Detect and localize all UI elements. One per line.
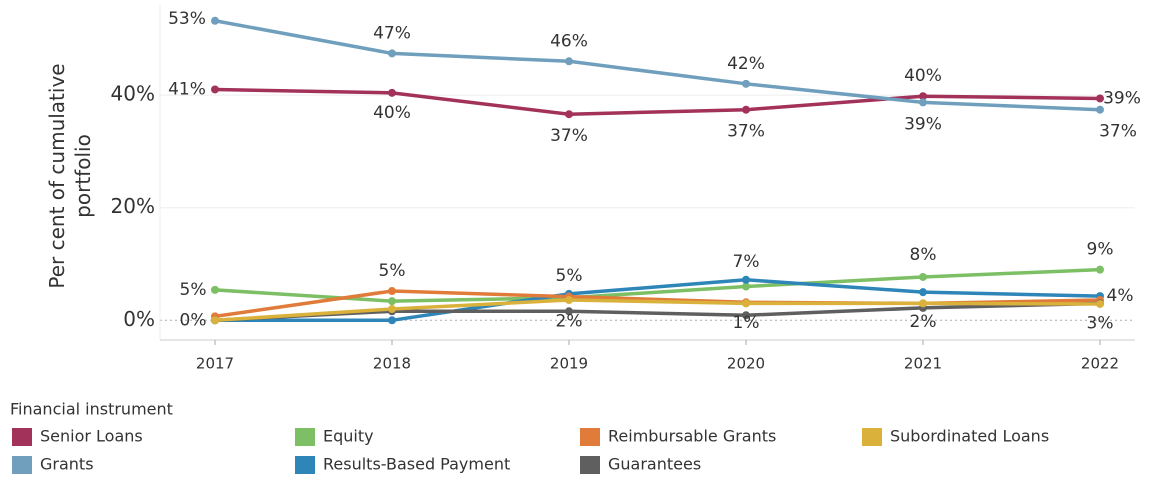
x-tick-label: 2017	[196, 355, 234, 373]
legend-label: Subordinated Loans	[890, 427, 1049, 446]
point	[211, 316, 219, 325]
point	[388, 88, 396, 97]
legend-label: Guarantees	[608, 455, 701, 474]
series-line	[214, 298, 1101, 323]
value-label: 39%	[1103, 88, 1141, 108]
point	[742, 105, 750, 114]
point	[742, 275, 750, 284]
point	[388, 297, 396, 306]
series-line	[214, 19, 1101, 112]
point	[388, 49, 396, 58]
value-label: 46%	[550, 31, 588, 51]
point	[211, 16, 219, 25]
value-label: 37%	[727, 122, 765, 142]
value-label: 37%	[1099, 122, 1137, 142]
point	[919, 272, 927, 281]
value-label: 40%	[373, 103, 411, 123]
series-line	[214, 87, 1101, 116]
value-label: 9%	[1087, 240, 1114, 260]
point	[1096, 105, 1104, 114]
x-tick-label: 2022	[1081, 355, 1119, 373]
point	[211, 85, 219, 94]
legend-swatch	[295, 456, 315, 474]
value-label: 7%	[733, 252, 760, 272]
point	[1096, 299, 1104, 308]
value-label: 3%	[1087, 313, 1114, 333]
point	[388, 316, 396, 325]
point	[919, 98, 927, 107]
series-line	[214, 301, 1101, 323]
point	[388, 305, 396, 314]
value-label: 39%	[904, 114, 942, 134]
y-tick-label: 20%	[111, 194, 155, 218]
x-tick-label: 2021	[904, 355, 942, 373]
value-label: 40%	[904, 66, 942, 86]
legend-swatch	[12, 428, 32, 446]
series	[211, 16, 1104, 114]
value-label: 2%	[910, 312, 937, 332]
x-tick-label: 2019	[550, 355, 588, 373]
point	[565, 57, 573, 66]
legend-swatch	[580, 428, 600, 446]
series	[211, 265, 1104, 306]
value-label: 2%	[556, 311, 583, 331]
legend-label: Senior Loans	[40, 427, 143, 446]
point	[742, 282, 750, 291]
point	[388, 287, 396, 296]
value-label: 47%	[373, 23, 411, 43]
point	[211, 285, 219, 294]
value-label: 8%	[910, 245, 937, 265]
point	[1096, 94, 1104, 103]
point	[742, 311, 750, 320]
value-label: 37%	[550, 126, 588, 146]
legend-label: Grants	[40, 455, 94, 474]
value-label: 0%	[180, 310, 207, 330]
y-tick-label: 40%	[111, 82, 155, 106]
point	[742, 79, 750, 88]
series-line	[215, 278, 1101, 323]
point	[565, 296, 573, 305]
legend-swatch	[295, 428, 315, 446]
value-label: 53%	[168, 9, 206, 29]
value-label: 41%	[168, 79, 206, 99]
legend-label: Equity	[323, 427, 374, 446]
x-tick-label: 2018	[373, 355, 411, 373]
series	[211, 296, 1104, 325]
value-label: 5%	[556, 266, 583, 286]
legend-label: Reimbursable Grants	[608, 427, 776, 446]
point	[919, 299, 927, 308]
x-tick-label: 2020	[727, 355, 765, 373]
legend-swatch	[580, 456, 600, 474]
value-label: 42%	[727, 54, 765, 74]
point	[742, 299, 750, 308]
value-label: 5%	[379, 261, 406, 281]
value-label: 4%	[1107, 286, 1134, 306]
legend-label: Results-Based Payment	[323, 455, 510, 474]
value-label: 1%	[733, 313, 760, 333]
legend-swatch	[12, 456, 32, 474]
point	[565, 110, 573, 119]
value-label: 5%	[180, 280, 207, 300]
y-tick-label: 0%	[123, 307, 155, 331]
point	[1096, 265, 1104, 274]
series	[211, 85, 1104, 119]
point	[919, 288, 927, 297]
point	[919, 92, 927, 101]
point	[565, 307, 573, 316]
legend-title: Financial instrument	[10, 400, 173, 419]
legend-swatch	[862, 428, 882, 446]
series-line	[214, 267, 1101, 303]
series	[211, 275, 1104, 325]
